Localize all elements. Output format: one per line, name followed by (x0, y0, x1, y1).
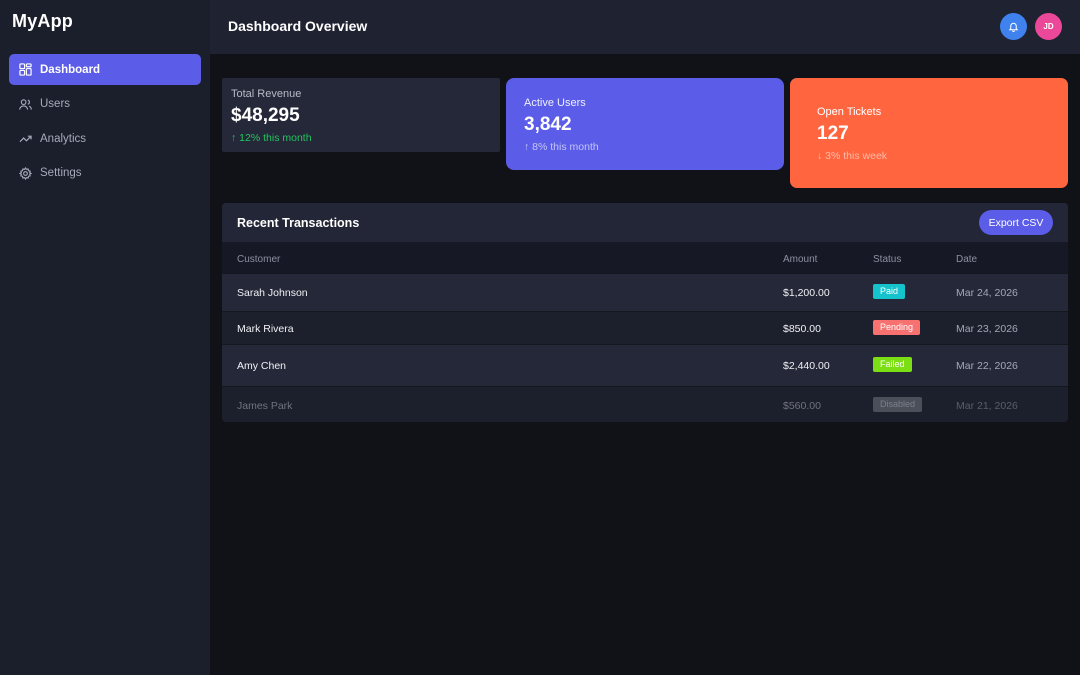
stat-delta: ↓ 3% this week (817, 150, 888, 162)
table-row: James Park $560.00 Disabled Mar 21, 2026 (222, 386, 1068, 422)
sidebar-item-label: Users (40, 98, 71, 110)
top-bar: Dashboard Overview JD (210, 0, 1080, 54)
cell-customer: Mark Rivera (237, 323, 294, 335)
stat-value: $48,295 (231, 105, 300, 126)
cell-customer: Sarah Johnson (237, 287, 308, 299)
sidebar-item-analytics[interactable]: Analytics (9, 123, 201, 154)
table-row[interactable]: Mark Rivera $850.00 Pending Mar 23, 2026 (222, 311, 1068, 344)
cell-date: Mar 21, 2026 (956, 400, 1018, 412)
sidebar: MyApp Dashboard Users (0, 0, 210, 675)
column-header-status[interactable]: Status (873, 254, 902, 265)
sidebar-nav: Dashboard Users Analytics (9, 54, 201, 192)
stat-card-revenue: Total Revenue $48,295 ↑ 12% this month (222, 78, 500, 152)
cell-date: Mar 23, 2026 (956, 323, 1018, 335)
panel-header: Recent Transactions Export CSV (222, 203, 1068, 242)
sidebar-item-dashboard[interactable]: Dashboard (9, 54, 201, 85)
column-header-customer[interactable]: Customer (237, 254, 281, 265)
cell-customer: James Park (237, 400, 293, 412)
cell-amount: $1,200.00 (783, 287, 830, 299)
stat-card-active-users: Active Users 3,842 ↑ 8% this month (506, 78, 784, 170)
page-title: Dashboard Overview (228, 18, 368, 34)
stat-value: 127 (817, 123, 849, 144)
stat-delta: ↑ 12% this month (231, 132, 312, 144)
column-header-date[interactable]: Date (956, 254, 978, 265)
users-icon (19, 98, 32, 111)
status-badge: Paid (873, 284, 906, 299)
column-header-amount[interactable]: Amount (783, 254, 818, 265)
sidebar-item-settings[interactable]: Settings (9, 158, 201, 189)
table-row[interactable]: Sarah Johnson $1,200.00 Paid Mar 24, 202… (222, 273, 1068, 311)
sidebar-item-users[interactable]: Users (9, 89, 201, 120)
sidebar-item-label: Settings (40, 167, 82, 179)
cell-amount: $2,440.00 (783, 360, 830, 372)
transactions-panel: Recent Transactions Export CSV Customer … (222, 203, 1068, 422)
export-csv-button[interactable]: Export CSV (979, 210, 1053, 235)
cell-customer: Amy Chen (237, 360, 287, 372)
status-badge: Failed (873, 357, 912, 372)
notifications-button[interactable] (1000, 13, 1027, 40)
bell-icon (1008, 21, 1019, 32)
gear-icon (19, 166, 32, 180)
status-badge: Pending (873, 320, 921, 335)
sidebar-item-label: Dashboard (40, 63, 101, 76)
cell-date: Mar 22, 2026 (956, 360, 1018, 372)
app-logo: MyApp (12, 11, 73, 31)
dashboard-grid-icon (19, 63, 32, 76)
trending-up-icon (19, 132, 32, 145)
cell-date: Mar 24, 2026 (956, 287, 1018, 299)
stat-label: Open Tickets (817, 106, 882, 118)
status-badge: Disabled (873, 397, 923, 412)
sidebar-item-label: Analytics (40, 132, 87, 145)
cell-amount: $850.00 (783, 323, 821, 335)
panel-title: Recent Transactions (237, 216, 360, 230)
table-row[interactable]: Amy Chen $2,440.00 Failed Mar 22, 2026 (222, 344, 1068, 386)
table-header: Customer Amount Status Date (222, 242, 1068, 273)
stat-delta: ↑ 8% this month (524, 141, 599, 153)
avatar[interactable]: JD (1035, 13, 1062, 40)
cell-amount: $560.00 (783, 400, 821, 412)
stat-label: Active Users (524, 97, 586, 109)
stat-label: Total Revenue (231, 88, 302, 100)
stat-card-open-tickets: Open Tickets 127 ↓ 3% this week (790, 78, 1068, 188)
stat-value: 3,842 (524, 114, 572, 135)
